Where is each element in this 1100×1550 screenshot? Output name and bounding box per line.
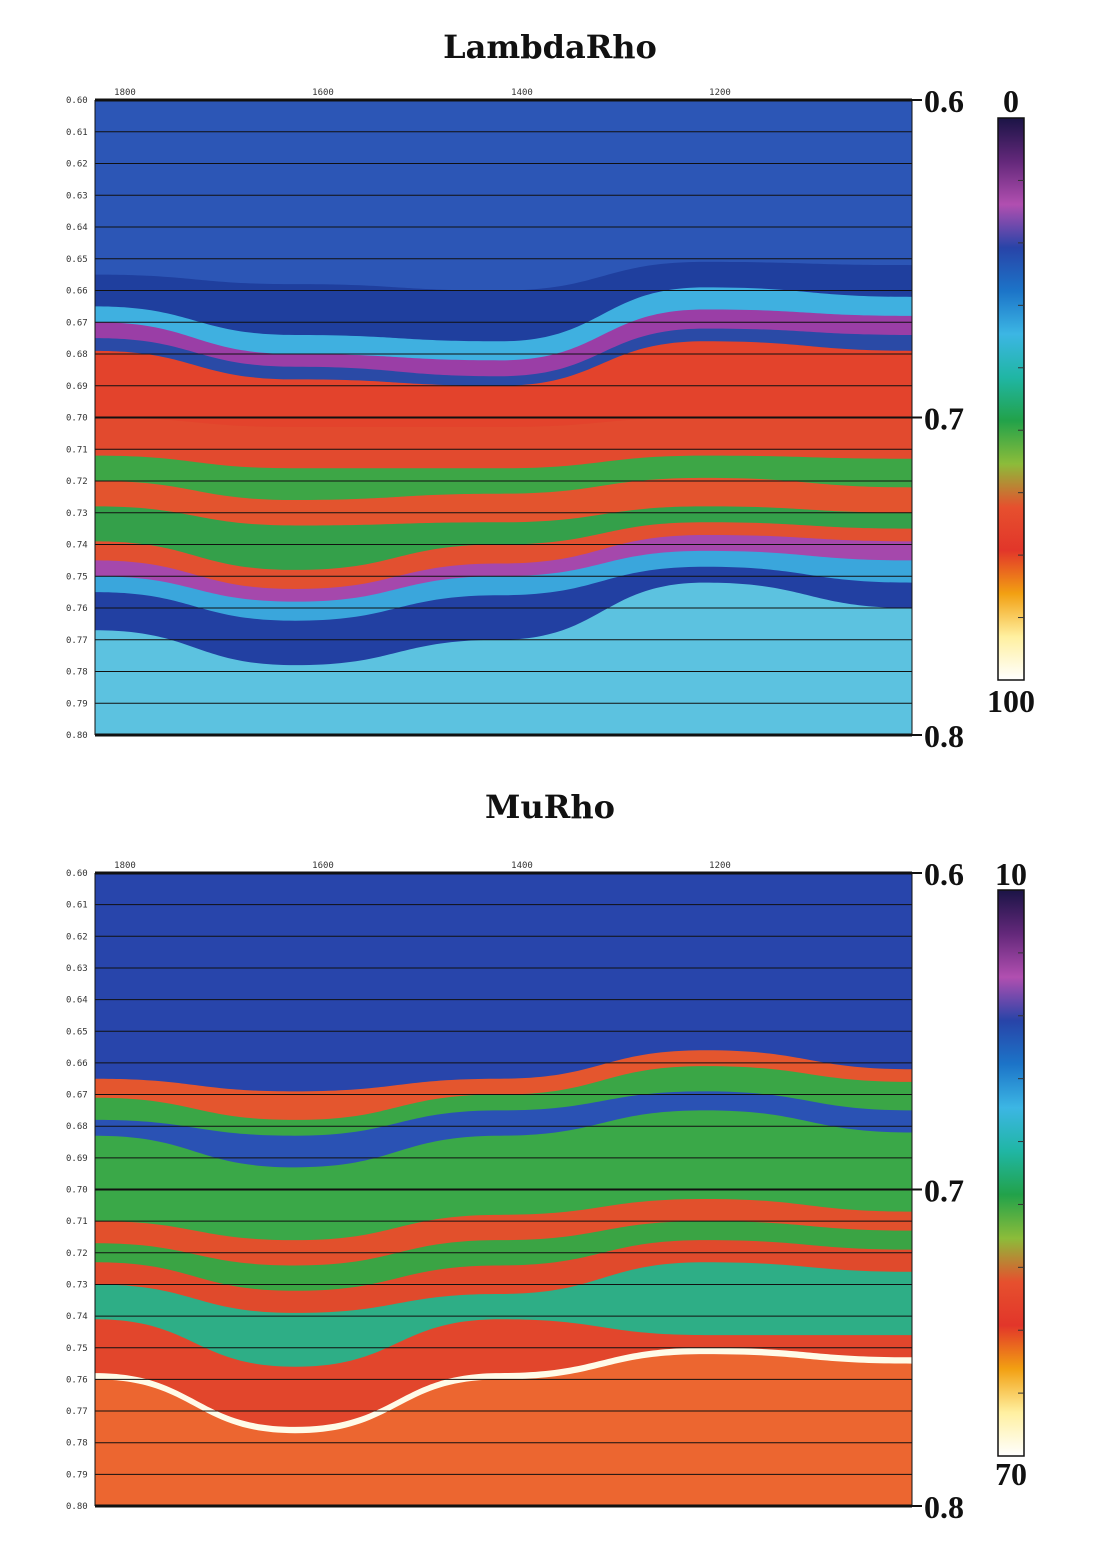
y-tick-label: 0.77 [66, 636, 88, 646]
y-tick-label: 0.74 [66, 541, 88, 551]
y-tick-label: 0.72 [66, 1249, 88, 1259]
y-tick-label: 0.64 [66, 223, 88, 233]
y-tick-label: 0.65 [66, 1027, 88, 1037]
lambdarho-chart: 0.600.610.620.630.640.650.660.670.680.69… [66, 83, 1035, 754]
lambdarho-panel: LambdaRho 0.60 0.61 0.62 0.63 0.64 0.65 0.66 0.… [0, 0, 1100, 770]
y-tick-label: 0.74 [66, 1312, 88, 1322]
plot-area [95, 872, 912, 1507]
colorbar-max-label: 70 [995, 1456, 1027, 1492]
y-tick-label: 0.60 [66, 96, 88, 106]
y-tick-label: 0.68 [66, 350, 88, 360]
y-tick-label: 0.69 [66, 1154, 88, 1164]
y-tick-label: 0.62 [66, 932, 88, 942]
y-tick-label: 0.70 [66, 414, 88, 424]
y-tick-label: 0.62 [66, 160, 88, 170]
y-tick-label: 0.75 [66, 572, 88, 582]
chart-title: LambdaRho [443, 28, 657, 66]
layer-band [95, 1354, 912, 1506]
y-tick-label: 0.71 [66, 1217, 88, 1227]
colorbar [997, 117, 1025, 681]
y-tick-label: 0.80 [66, 731, 88, 741]
y-major-label: 0.6 [924, 83, 964, 119]
y-tick-label: 0.75 [66, 1344, 88, 1354]
y-tick-label: 0.66 [66, 287, 88, 297]
y-tick-label: 0.78 [66, 1439, 88, 1449]
y-tick-label: 0.79 [66, 1470, 88, 1480]
y-tick-label: 0.67 [66, 318, 88, 328]
y-tick-label: 0.61 [66, 128, 88, 138]
y-tick-label: 0.69 [66, 382, 88, 392]
colorbar-min-label: 0 [1003, 83, 1019, 119]
y-tick-label: 0.78 [66, 668, 88, 678]
murho-panel: MuRho 0.60 0.61 0.62 0.63 0.64 0.65 0.66 0.67 0.… [0, 770, 1100, 1550]
y-tick-label: 0.72 [66, 477, 88, 487]
plot-area [95, 99, 912, 736]
y-major-label: 0.7 [924, 401, 964, 437]
y-tick-label: 0.63 [66, 191, 88, 201]
y-tick-label: 0.77 [66, 1407, 88, 1417]
y-tick-label: 0.70 [66, 1186, 88, 1196]
x-tick-label: 1800 [114, 861, 136, 871]
y-major-label: 0.6 [924, 856, 964, 892]
y-tick-label: 0.60 [66, 869, 88, 879]
y-major-label: 0.8 [924, 1489, 964, 1525]
x-tick-label: 1600 [312, 88, 334, 98]
x-tick-label: 1200 [709, 88, 731, 98]
x-tick-label: 1800 [114, 88, 136, 98]
x-tick-label: 1400 [511, 88, 533, 98]
y-tick-label: 0.76 [66, 1375, 88, 1385]
y-tick-label: 0.61 [66, 901, 88, 911]
colorbar-max-label: 100 [987, 683, 1035, 719]
y-tick-label: 0.66 [66, 1059, 88, 1069]
y-tick-label: 0.64 [66, 996, 88, 1006]
y-major-label: 0.8 [924, 718, 964, 754]
colorbar [997, 889, 1025, 1457]
chart-title: MuRho [485, 788, 615, 826]
colorbar-min-label: 10 [995, 856, 1027, 892]
x-tick-label: 1200 [709, 861, 731, 871]
y-tick-label: 0.63 [66, 964, 88, 974]
y-tick-label: 0.68 [66, 1122, 88, 1132]
y-tick-label: 0.73 [66, 509, 88, 519]
y-tick-label: 0.65 [66, 255, 88, 265]
y-tick-label: 0.80 [66, 1502, 88, 1512]
x-tick-label: 1400 [511, 861, 533, 871]
y-tick-label: 0.71 [66, 445, 88, 455]
y-tick-label: 0.73 [66, 1280, 88, 1290]
y-tick-label: 0.76 [66, 604, 88, 614]
murho-chart: 0.60 0.61 0.62 0.63 0.64 0.65 0.66 0.67 0.68 0.69… [66, 856, 1027, 1525]
y-tick-label: 0.79 [66, 699, 88, 709]
y-tick-label: 0.67 [66, 1091, 88, 1101]
layer-band [95, 582, 912, 735]
x-tick-label: 1600 [312, 861, 334, 871]
y-major-label: 0.7 [924, 1173, 964, 1209]
